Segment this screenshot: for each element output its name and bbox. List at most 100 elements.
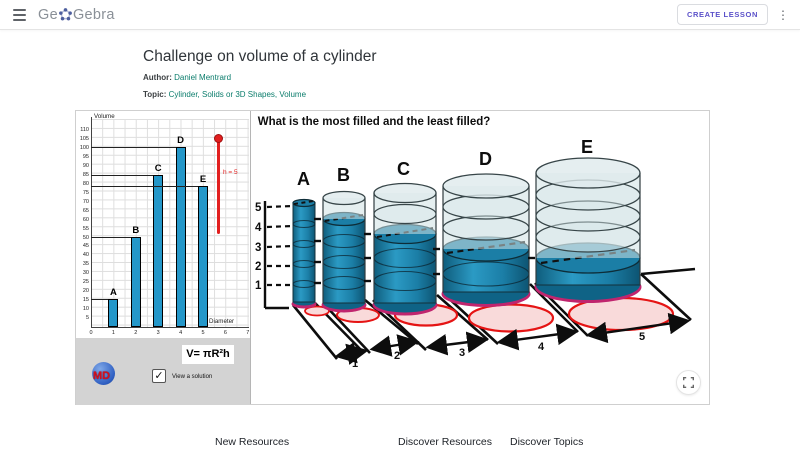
- cylinder-B: [313, 190, 367, 313]
- fullscreen-button[interactable]: [676, 370, 701, 395]
- bar-letter-label: B: [132, 224, 140, 236]
- y-tick-label: 30: [82, 270, 89, 277]
- height-slider-handle[interactable]: [213, 134, 223, 143]
- logo-text-prefix: Ge: [38, 6, 58, 23]
- volume-bar: [198, 186, 208, 327]
- y-tick-label: 35: [82, 261, 89, 268]
- height-slider-track: [217, 138, 220, 234]
- y-tick-label: 90: [82, 162, 89, 169]
- y-tick-label: 15: [82, 297, 89, 304]
- y-tick-label: 85: [82, 171, 89, 178]
- y-tick-label: 55: [82, 225, 89, 232]
- y-tick-label: 100: [79, 145, 89, 151]
- question-text: What is the most filled and the least fi…: [257, 116, 491, 128]
- y-tick-label: 40: [82, 252, 89, 259]
- geogebra-logo[interactable]: Ge Gebra: [38, 7, 115, 23]
- author-link[interactable]: Daniel Mentrard: [174, 73, 232, 82]
- bar-level-line: [91, 147, 176, 149]
- chart-panel: Volume Diameter h = 5 5 10 15 20 25 30 35 40 45 5…: [76, 111, 251, 405]
- author-line: Author: Daniel Mentrard: [143, 73, 231, 82]
- x-tick-label: 7: [246, 330, 250, 336]
- y-tick-label: 110: [80, 127, 89, 134]
- x-axis-title: Diameter: [209, 318, 235, 325]
- label-cylinder-D: D: [479, 149, 492, 169]
- scale-1: 1: [255, 280, 262, 292]
- kebab-menu-icon[interactable]: ⋮: [777, 7, 789, 22]
- diameter-4: 4: [538, 341, 545, 353]
- y-tick-label: 20: [82, 288, 89, 295]
- y-axis: [91, 117, 92, 327]
- volume-bar: [153, 175, 164, 327]
- x-tick-label: 5: [201, 330, 205, 336]
- x-tick-label: 6: [223, 330, 227, 336]
- geogebra-mark-icon: [59, 8, 72, 21]
- diameter-arrows: [334, 312, 691, 365]
- volume-bar: [108, 298, 119, 327]
- bar-level-line: [91, 236, 131, 238]
- topic-label: Topic:: [143, 90, 167, 99]
- volume-bar: [130, 236, 141, 327]
- create-lesson-button[interactable]: CREATE LESSON: [676, 4, 768, 25]
- applet-controls: V= πR²h MD ✓ View a solution: [76, 338, 250, 405]
- label-cylinder-A: A: [297, 169, 310, 189]
- y-tick-label: 50: [82, 234, 89, 241]
- y-tick-label: 5: [85, 315, 89, 322]
- bar-level-line: [91, 186, 198, 188]
- label-cylinder-B: B: [337, 165, 350, 185]
- y-axis-title: Volume: [94, 113, 115, 120]
- y-tick-label: 105: [79, 136, 89, 143]
- footer-new-resources[interactable]: New Resources: [215, 436, 290, 448]
- view-solution-label: View a solution: [172, 374, 213, 380]
- label-cylinder-C: C: [397, 159, 410, 179]
- y-tick-label: 75: [82, 189, 89, 196]
- logo-text-suffix: Gebra: [72, 6, 115, 23]
- fullscreen-icon: [683, 377, 694, 388]
- y-tick-label: 70: [82, 198, 89, 205]
- volume-formula: V= πR²h: [182, 345, 234, 364]
- x-tick-label: 0: [89, 330, 93, 336]
- height-axis: 5 4 3 2 1: [255, 201, 293, 310]
- height-slider-label: h = 5: [223, 169, 238, 176]
- y-tick-label: 45: [82, 243, 89, 250]
- geogebra-applet: Volume Diameter h = 5 5 10 15 20 25 30 35 40 45 5…: [75, 110, 710, 405]
- scale-5: 5: [255, 202, 262, 214]
- x-tick-label: 1: [111, 330, 115, 336]
- bar-level-line: [91, 298, 109, 300]
- diameter-2: 2: [394, 350, 400, 362]
- footer-discover-resources[interactable]: Discover Resources: [398, 436, 492, 448]
- x-tick-label: 2: [134, 330, 138, 336]
- volume-bar: [175, 147, 186, 327]
- x-tick-label: 3: [156, 330, 160, 336]
- y-tick-label: 95: [82, 153, 89, 160]
- bar-letter-label: C: [154, 163, 162, 175]
- diameter-1: 1: [352, 358, 358, 370]
- bar-letter-label: E: [199, 174, 207, 186]
- bar-letter-label: A: [109, 286, 117, 298]
- author-label: Author:: [143, 73, 172, 82]
- y-tick-label: 65: [82, 207, 89, 214]
- cylinder-E: [527, 157, 642, 303]
- scene-panel: 5 4 3 2 1: [250, 111, 709, 404]
- diameter-5: 5: [639, 331, 645, 343]
- page-title: Challenge on volume of a cylinder: [143, 48, 377, 65]
- y-tick-label: 80: [82, 180, 89, 187]
- x-tick-label: 4: [179, 330, 183, 336]
- cylinders-3d-scene: 5 4 3 2 1: [255, 137, 695, 370]
- diameter-3: 3: [459, 347, 465, 359]
- topic-line: Topic: Cylinder, Solids or 3D Shapes, Vo…: [143, 90, 306, 99]
- label-cylinder-E: E: [581, 137, 593, 157]
- top-bar: Ge Gebra CREATE LESSON ⋮: [0, 0, 800, 30]
- scale-4: 4: [255, 222, 262, 234]
- volume-bar-chart: Volume Diameter h = 5 5 10 15 20 25 30 35 40 45 5…: [76, 111, 250, 338]
- y-tick-label: 10: [82, 306, 89, 313]
- y-tick-label: 25: [82, 279, 89, 286]
- topic-links[interactable]: Cylinder, Solids or 3D Shapes, Volume: [168, 90, 307, 99]
- y-tick-label: 60: [82, 216, 89, 223]
- x-axis: [91, 327, 249, 328]
- author-logo: MD: [92, 362, 115, 385]
- cylinder-C: [363, 182, 438, 316]
- scale-3: 3: [255, 242, 261, 254]
- menu-icon[interactable]: [0, 0, 38, 30]
- view-solution-checkbox[interactable]: ✓: [152, 369, 166, 383]
- footer-discover-topics[interactable]: Discover Topics: [510, 436, 584, 448]
